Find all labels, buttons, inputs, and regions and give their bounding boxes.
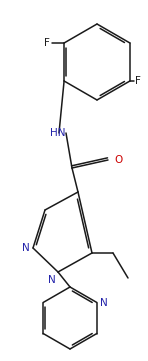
Text: F: F [44,38,50,48]
Text: O: O [114,155,122,165]
Text: N: N [22,243,30,253]
Text: N: N [100,297,108,308]
Text: HN: HN [50,128,66,138]
Text: F: F [135,76,141,86]
Text: N: N [48,275,56,285]
